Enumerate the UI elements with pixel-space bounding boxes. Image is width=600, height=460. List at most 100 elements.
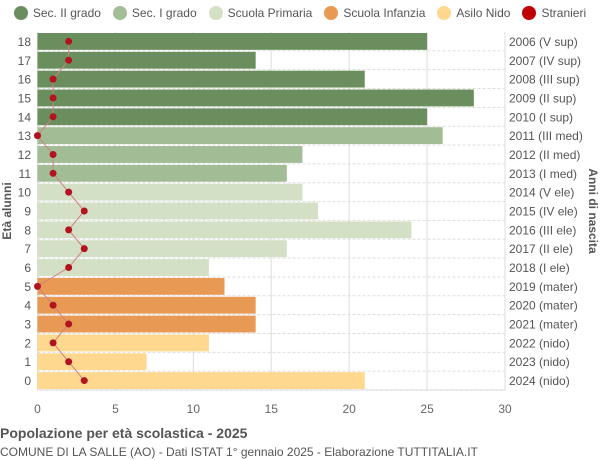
y-tick-label: 15 (18, 91, 32, 105)
bar-age-10[interactable] (37, 183, 303, 201)
x-tick-label: 25 (420, 402, 434, 416)
stranieri-point-age-1[interactable] (65, 358, 73, 366)
legend: Sec. II grado Sec. I grado Scuola Primaria… (0, 6, 600, 20)
legend-item[interactable]: Sec. I grado (112, 6, 197, 20)
bar-age-8[interactable] (37, 221, 412, 239)
bar-age-2[interactable] (37, 334, 209, 352)
legend-item[interactable]: Sec. II grado (13, 6, 101, 20)
y-tick-label: 2 (24, 336, 31, 350)
y-tick-label: 8 (24, 223, 31, 237)
stranieri-point-age-11[interactable] (49, 169, 57, 177)
birth-year-label: 2006 (V sup) (509, 35, 578, 49)
birth-year-label: 2015 (IV ele) (509, 205, 578, 219)
y-tick-label: 16 (18, 73, 32, 87)
stranieri-point-age-10[interactable] (65, 188, 73, 196)
y-axis-right-label: Anni di nascita (586, 168, 600, 254)
legend-item[interactable]: Scuola Primaria (208, 6, 313, 20)
bar-age-11[interactable] (37, 164, 287, 182)
stranieri-point-age-9[interactable] (80, 207, 88, 215)
x-tick-label: 20 (342, 402, 356, 416)
bar-age-17[interactable] (37, 51, 256, 69)
bar-age-18[interactable] (37, 33, 428, 50)
y-tick-label: 5 (24, 280, 31, 294)
birth-year-label: 2022 (nido) (509, 336, 570, 350)
stranieri-point-age-14[interactable] (49, 113, 57, 121)
birth-year-label: 2017 (II ele) (509, 242, 573, 256)
y-tick-label: 11 (19, 167, 32, 181)
y-tick-label: 10 (18, 186, 32, 200)
legend-label: Asilo Nido (456, 6, 511, 20)
birth-year-label: 2019 (mater) (509, 280, 578, 294)
birth-year-label: 2012 (II med) (509, 148, 580, 162)
y-tick-label: 6 (24, 261, 31, 275)
bar-age-12[interactable] (37, 146, 303, 163)
stranieri-point-age-0[interactable] (80, 377, 88, 385)
legend-item[interactable]: Scuola Infanzia (324, 6, 425, 20)
chart-title: Popolazione per età scolastica - 2025 (0, 425, 248, 441)
bar-age-15[interactable] (37, 89, 474, 107)
y-axis-label: Età alunni (0, 182, 14, 239)
birth-year-label: 2007 (IV sup) (509, 54, 581, 68)
stranieri-point-age-18[interactable] (65, 37, 73, 45)
bar-age-14[interactable] (37, 108, 428, 126)
birth-year-label: 2021 (mater) (509, 318, 578, 332)
y-tick-label: 4 (24, 299, 31, 313)
stranieri-point-age-7[interactable] (80, 245, 88, 253)
bar-age-3[interactable] (37, 315, 256, 333)
bar-age-16[interactable] (37, 70, 365, 88)
bar-age-1[interactable] (37, 353, 147, 371)
stranieri-point-age-15[interactable] (49, 94, 57, 102)
legend-swatch (437, 6, 452, 20)
y-tick-label: 14 (18, 110, 32, 124)
y-tick-label: 9 (24, 205, 31, 219)
birth-year-label: 2016 (III ele) (509, 223, 576, 237)
legend-item[interactable]: Asilo Nido (437, 6, 510, 20)
legend-label: Scuola Primaria (227, 6, 313, 20)
bar-age-6[interactable] (37, 259, 209, 276)
legend-swatch (208, 6, 223, 20)
bar-age-9[interactable] (37, 202, 319, 220)
birth-year-label: 2014 (V ele) (509, 186, 574, 200)
birth-year-label: 2023 (nido) (509, 355, 570, 369)
bar-age-0[interactable] (37, 372, 365, 389)
y-tick-label: 12 (18, 148, 32, 162)
bar-age-13[interactable] (37, 127, 443, 145)
legend-swatch (324, 6, 339, 20)
legend-label: Scuola Infanzia (343, 6, 426, 20)
birth-year-label: 2024 (nido) (509, 374, 570, 388)
x-tick-label: 0 (34, 402, 41, 416)
legend-label: Sec. II grado (32, 6, 101, 20)
stranieri-point-age-2[interactable] (49, 339, 57, 347)
bar-age-7[interactable] (37, 240, 287, 258)
stranieri-point-age-12[interactable] (49, 150, 57, 158)
y-tick-label: 13 (18, 129, 32, 143)
bar-age-5[interactable] (37, 277, 225, 295)
birth-year-label: 2018 (I ele) (509, 261, 570, 275)
stranieri-point-age-3[interactable] (65, 320, 73, 328)
x-tick-label: 5 (112, 402, 119, 416)
legend-item[interactable]: Stranieri (522, 6, 586, 20)
stranieri-point-age-5[interactable] (34, 282, 41, 290)
stranieri-point-age-8[interactable] (65, 226, 73, 234)
y-tick-label: 1 (24, 355, 31, 369)
stranieri-point-age-6[interactable] (65, 264, 73, 272)
x-tick-label: 30 (498, 402, 512, 416)
stranieri-point-age-16[interactable] (49, 75, 57, 83)
stranieri-point-age-17[interactable] (65, 56, 73, 64)
chart-subtitle: COMUNE DI LA SALLE (AO) - Dati ISTAT 1° … (0, 445, 478, 459)
y-tick-label: 17 (18, 54, 32, 68)
x-tick-label: 15 (265, 402, 279, 416)
x-tick-label: 10 (187, 402, 201, 416)
y-tick-label: 0 (24, 374, 31, 388)
y-tick-label: 3 (24, 318, 31, 332)
birth-year-label: 2013 (I med) (509, 167, 577, 181)
birth-year-label: 2011 (III med) (509, 129, 583, 143)
stranieri-point-age-4[interactable] (49, 301, 57, 309)
bar-age-4[interactable] (37, 296, 256, 314)
birth-year-label: 2009 (II sup) (509, 91, 576, 105)
stranieri-point-age-13[interactable] (34, 132, 41, 140)
y-tick-label: 18 (18, 35, 32, 49)
legend-label: Sec. I grado (131, 6, 197, 20)
birth-year-label: 2010 (I sup) (509, 110, 573, 124)
